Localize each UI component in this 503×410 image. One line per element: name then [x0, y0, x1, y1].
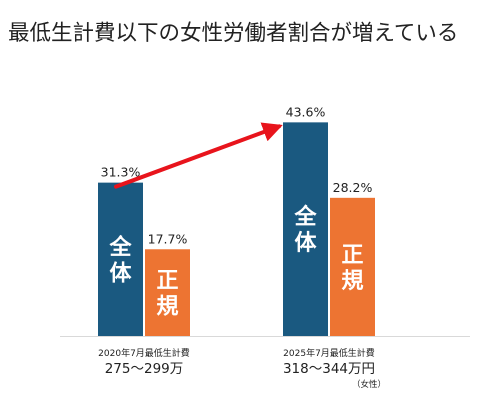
bar-series-label: 体 — [109, 261, 132, 286]
category-label-line1-1: 2020年7月最低生計費 — [98, 347, 190, 359]
category-label-line1-2: 2025年7月最低生計費 — [283, 347, 375, 359]
trend-arrow — [114, 122, 283, 189]
bar-series-label: 規 — [341, 269, 363, 294]
data-label-regular-2: 28.2% — [333, 180, 373, 195]
bar-series-label: 正 — [156, 269, 178, 294]
bar-regular-2 — [330, 197, 375, 336]
bar-series-label: 規 — [156, 295, 178, 320]
bar-regular-1 — [145, 249, 190, 336]
bar-series-label: 全 — [293, 204, 317, 230]
plot-area: 31.3%全体17.7%正規2020年7月最低生計費275〜299万43.6%全… — [60, 104, 470, 390]
data-label-overall-2: 43.6% — [286, 104, 326, 119]
data-label-regular-1: 17.7% — [148, 231, 188, 246]
category-label-line2-2: 318〜344万円 — [283, 361, 375, 377]
bar-series-label: 体 — [294, 231, 317, 256]
data-label-overall-1: 31.3% — [101, 165, 141, 180]
bar-overall-2 — [283, 122, 328, 336]
chart-title: 最低生計費以下の女性労働者割合が増えている — [8, 21, 458, 46]
bar-series-label: 正 — [341, 243, 363, 268]
category-note-2: （女性） — [352, 379, 386, 390]
bar-series-label: 全 — [108, 234, 132, 260]
category-label-line2-1: 275〜299万 — [105, 361, 184, 377]
bar-overall-1 — [98, 182, 143, 336]
